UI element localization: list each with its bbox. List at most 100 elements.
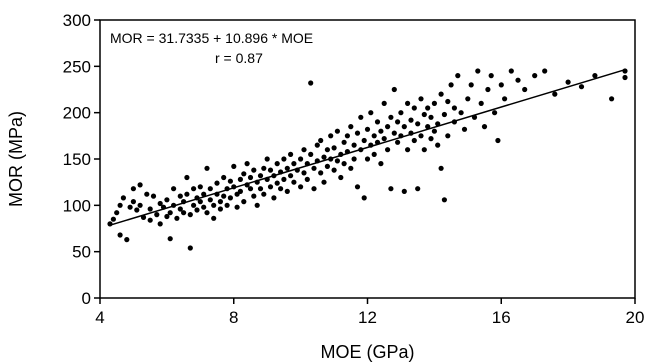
y-tick-label: 250: [63, 57, 91, 76]
y-tick-label: 150: [63, 150, 91, 169]
data-point: [368, 110, 374, 116]
data-point: [147, 206, 153, 212]
data-point: [181, 210, 187, 216]
data-point: [127, 204, 133, 210]
data-point: [244, 161, 250, 167]
data-point: [492, 110, 498, 116]
x-tick-label: 4: [95, 308, 104, 327]
data-point: [204, 165, 210, 171]
data-point: [291, 161, 297, 167]
data-point: [428, 114, 434, 120]
y-tick-label: 0: [82, 289, 91, 308]
data-point: [237, 188, 243, 194]
data-point: [298, 184, 304, 190]
data-point: [207, 186, 213, 192]
data-point: [201, 191, 207, 197]
data-point: [257, 173, 264, 179]
data-point: [478, 100, 484, 106]
data-points: [107, 68, 628, 251]
data-point: [395, 139, 401, 145]
data-point: [385, 124, 391, 130]
data-point: [227, 178, 233, 184]
data-point: [147, 217, 153, 223]
data-point: [308, 151, 314, 157]
data-point: [298, 156, 304, 162]
data-point: [441, 197, 447, 203]
data-point: [341, 139, 347, 145]
data-point: [515, 77, 521, 83]
data-point: [374, 119, 381, 125]
y-tick-label: 100: [63, 196, 91, 215]
data-point: [321, 179, 327, 185]
data-point: [264, 156, 270, 162]
data-point: [221, 193, 227, 199]
data-point: [301, 170, 307, 176]
data-point: [334, 158, 340, 164]
data-point: [204, 210, 210, 216]
data-point: [291, 179, 297, 185]
data-point: [381, 136, 387, 142]
data-point: [211, 202, 217, 208]
data-point: [311, 186, 317, 192]
data-point: [508, 68, 514, 74]
data-point: [130, 199, 136, 205]
y-tick-label: 200: [63, 104, 91, 123]
data-point: [532, 73, 538, 79]
data-point: [485, 86, 491, 93]
data-point: [227, 195, 233, 201]
data-point: [311, 165, 317, 171]
data-point: [435, 142, 441, 148]
data-point: [261, 191, 267, 197]
data-point: [278, 186, 284, 192]
data-point: [134, 207, 140, 213]
data-point: [468, 82, 474, 88]
data-point: [418, 96, 424, 102]
data-point: [187, 212, 193, 218]
x-axis-label: MOE (GPa): [320, 342, 414, 362]
data-point: [445, 98, 451, 105]
data-point: [247, 186, 254, 192]
data-point: [271, 195, 277, 201]
data-point: [217, 206, 223, 212]
data-point: [552, 91, 558, 97]
equation-annotation: MOR = 31.7335 + 10.896 * MOE: [110, 30, 313, 46]
data-point: [391, 130, 397, 136]
data-point: [167, 210, 173, 216]
data-point: [214, 180, 220, 186]
data-point: [609, 96, 615, 102]
data-point: [267, 167, 274, 173]
data-point: [251, 167, 257, 173]
data-point: [411, 105, 417, 111]
data-point: [438, 91, 444, 97]
data-point: [241, 199, 247, 205]
y-tick-label: 50: [72, 243, 91, 262]
data-point: [324, 163, 330, 169]
data-point: [334, 128, 340, 134]
data-point: [288, 151, 294, 157]
y-axis-label: MOR (MPa): [6, 111, 26, 207]
data-point: [361, 195, 367, 201]
data-point: [405, 100, 411, 106]
data-point: [110, 216, 116, 222]
data-point: [378, 128, 384, 134]
data-point: [224, 202, 230, 208]
data-point: [251, 193, 257, 199]
data-point: [194, 207, 200, 213]
x-tick-label: 8: [229, 308, 238, 327]
data-point: [351, 156, 357, 162]
data-point: [371, 151, 377, 157]
data-point: [157, 221, 163, 227]
data-point: [177, 206, 183, 212]
data-point: [431, 128, 437, 134]
data-point: [408, 117, 414, 123]
data-point: [458, 110, 464, 116]
data-point: [331, 167, 337, 173]
data-point: [117, 232, 123, 238]
data-point: [137, 202, 143, 208]
data-point: [191, 186, 197, 192]
data-point: [455, 73, 461, 79]
data-point: [495, 137, 501, 144]
data-point: [398, 110, 404, 116]
